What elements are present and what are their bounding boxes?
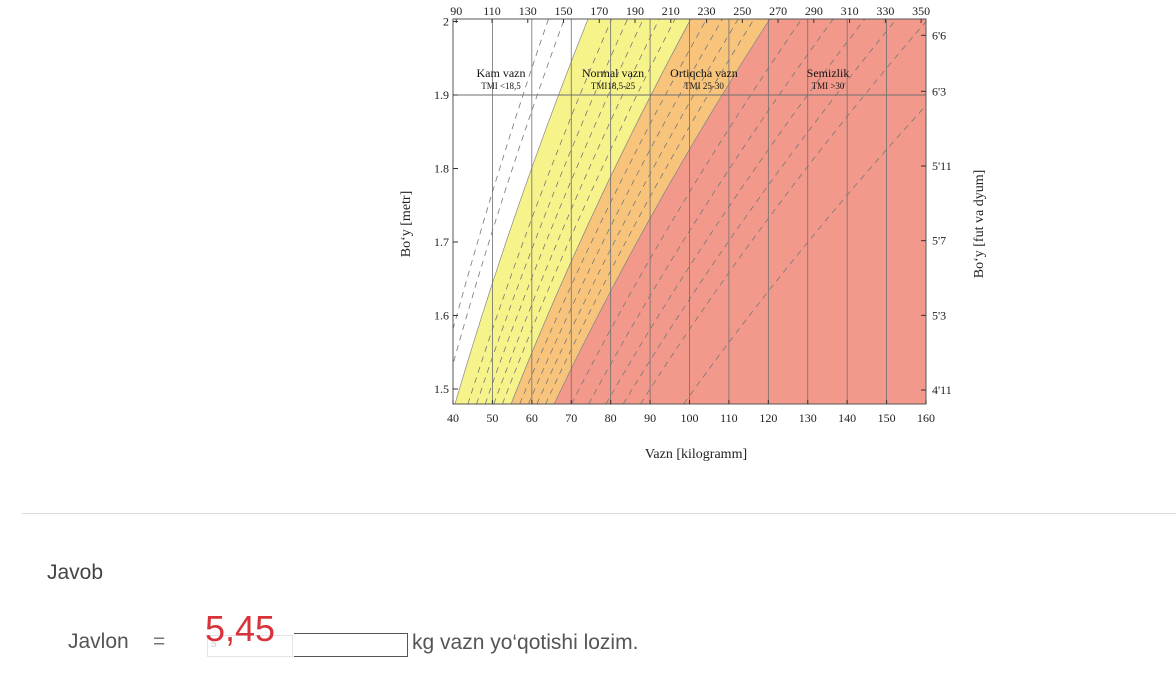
answer-row: Javlon = 5 5,45 kg vazn yo‘qotishi lozim…: [68, 608, 768, 665]
category-range: TMI <18,5: [481, 81, 521, 91]
y2-tick-label: 6'6: [932, 28, 946, 42]
category-range: TMI18,5-25: [591, 81, 636, 91]
top-tick-label: 290: [805, 4, 823, 18]
answer-input[interactable]: 5: [207, 635, 293, 657]
answer-suffix: kg vazn yo‘qotishi lozim.: [412, 631, 639, 654]
top-tick-label: 90: [450, 4, 462, 18]
top-tick-label: 350: [912, 4, 930, 18]
y-tick-label: 1.7: [434, 235, 449, 249]
top-tick-label: 190: [626, 4, 644, 18]
x-tick-label: 150: [878, 411, 896, 425]
y2-axis-label: Bo‘y [fut va dyum]: [972, 170, 987, 278]
x-tick-label: 100: [681, 411, 699, 425]
category-label: Semizlik: [807, 66, 850, 80]
section-divider: [22, 513, 1176, 514]
top-tick-label: 150: [555, 4, 573, 18]
top-tick-label: 130: [519, 4, 537, 18]
y2-tick-label: 4'11: [932, 383, 952, 397]
bmi-dashed-line: [622, 19, 897, 404]
x-tick-label: 60: [526, 411, 538, 425]
bmi-dashed-line: [519, 19, 708, 404]
y2-tick-label: 5'3: [932, 308, 946, 322]
bmi-dashed-line: [527, 19, 723, 404]
bmi-dashed-line: [493, 19, 660, 404]
category-label: Normal vazn: [582, 66, 644, 80]
y2-tick-label: 5'11: [932, 159, 952, 173]
bmi-dashed-line: [502, 19, 676, 404]
person-name: Javlon: [68, 630, 129, 653]
bmi-dashed-line: [453, 19, 549, 331]
category-range: TMI >30: [812, 81, 845, 91]
category-label: Ortiqcha vazn: [670, 66, 738, 80]
bmi-dashed-line: [453, 19, 565, 366]
y-axis-label: Bo‘y [metr]: [399, 191, 414, 257]
y-tick-label: 1.6: [434, 309, 449, 323]
x-tick-label: 110: [720, 411, 738, 425]
equals-sign: =: [153, 630, 166, 653]
y-tick-label: 1.9: [434, 88, 449, 102]
bmi-dashed-line: [476, 19, 628, 404]
handwritten-answer: 5,45: [205, 608, 276, 649]
y2-tick-label: 6'3: [932, 84, 946, 98]
top-tick-label: 210: [662, 4, 680, 18]
bmi-dashed-line: [536, 19, 739, 404]
bmi-dashed-line: [484, 19, 644, 404]
top-tick-label: 310: [841, 4, 859, 18]
top-tick-label: 170: [590, 4, 608, 18]
bmi-chart: 40 50 60 70 80 90 100 110 120 130 140 150 160 90 110 13…: [399, 4, 987, 462]
band-semizlik: [553, 19, 926, 404]
x-tick-label: 80: [605, 411, 617, 425]
y2-tick-label: 5'7: [932, 234, 946, 248]
bmi-dashed-line: [545, 19, 755, 404]
answer-heading: Javob: [47, 561, 104, 584]
answer-blank[interactable]: [294, 633, 408, 657]
top-tick-label: 110: [483, 4, 501, 18]
x-tick-label: 140: [838, 411, 856, 425]
top-tick-label: 250: [733, 4, 751, 18]
y-tick-label: 1.5: [434, 382, 449, 396]
x-tick-label: 120: [759, 411, 777, 425]
y-tick-label: 2: [443, 15, 449, 29]
x-tick-label: 130: [799, 411, 817, 425]
top-tick-label: 270: [769, 4, 787, 18]
y-tick-label: 1.8: [434, 162, 449, 176]
top-tick-label: 330: [876, 4, 894, 18]
x-tick-label: 90: [644, 411, 656, 425]
x-tick-label: 160: [917, 411, 935, 425]
x-tick-label: 50: [486, 411, 498, 425]
bmi-dashed-line: [467, 19, 613, 404]
x-axis-label: Vazn [kilogramm]: [645, 447, 747, 462]
x-tick-label: 40: [447, 411, 459, 425]
bmi-dashed-line: [683, 105, 926, 404]
top-tick-label: 230: [698, 4, 716, 18]
category-label: Kam vazn: [477, 66, 526, 80]
x-tick-label: 70: [565, 411, 577, 425]
category-range: TMI 25-30: [684, 81, 724, 91]
bmi-dashed-line: [640, 20, 926, 404]
bmi-dashed-line: [588, 19, 834, 404]
